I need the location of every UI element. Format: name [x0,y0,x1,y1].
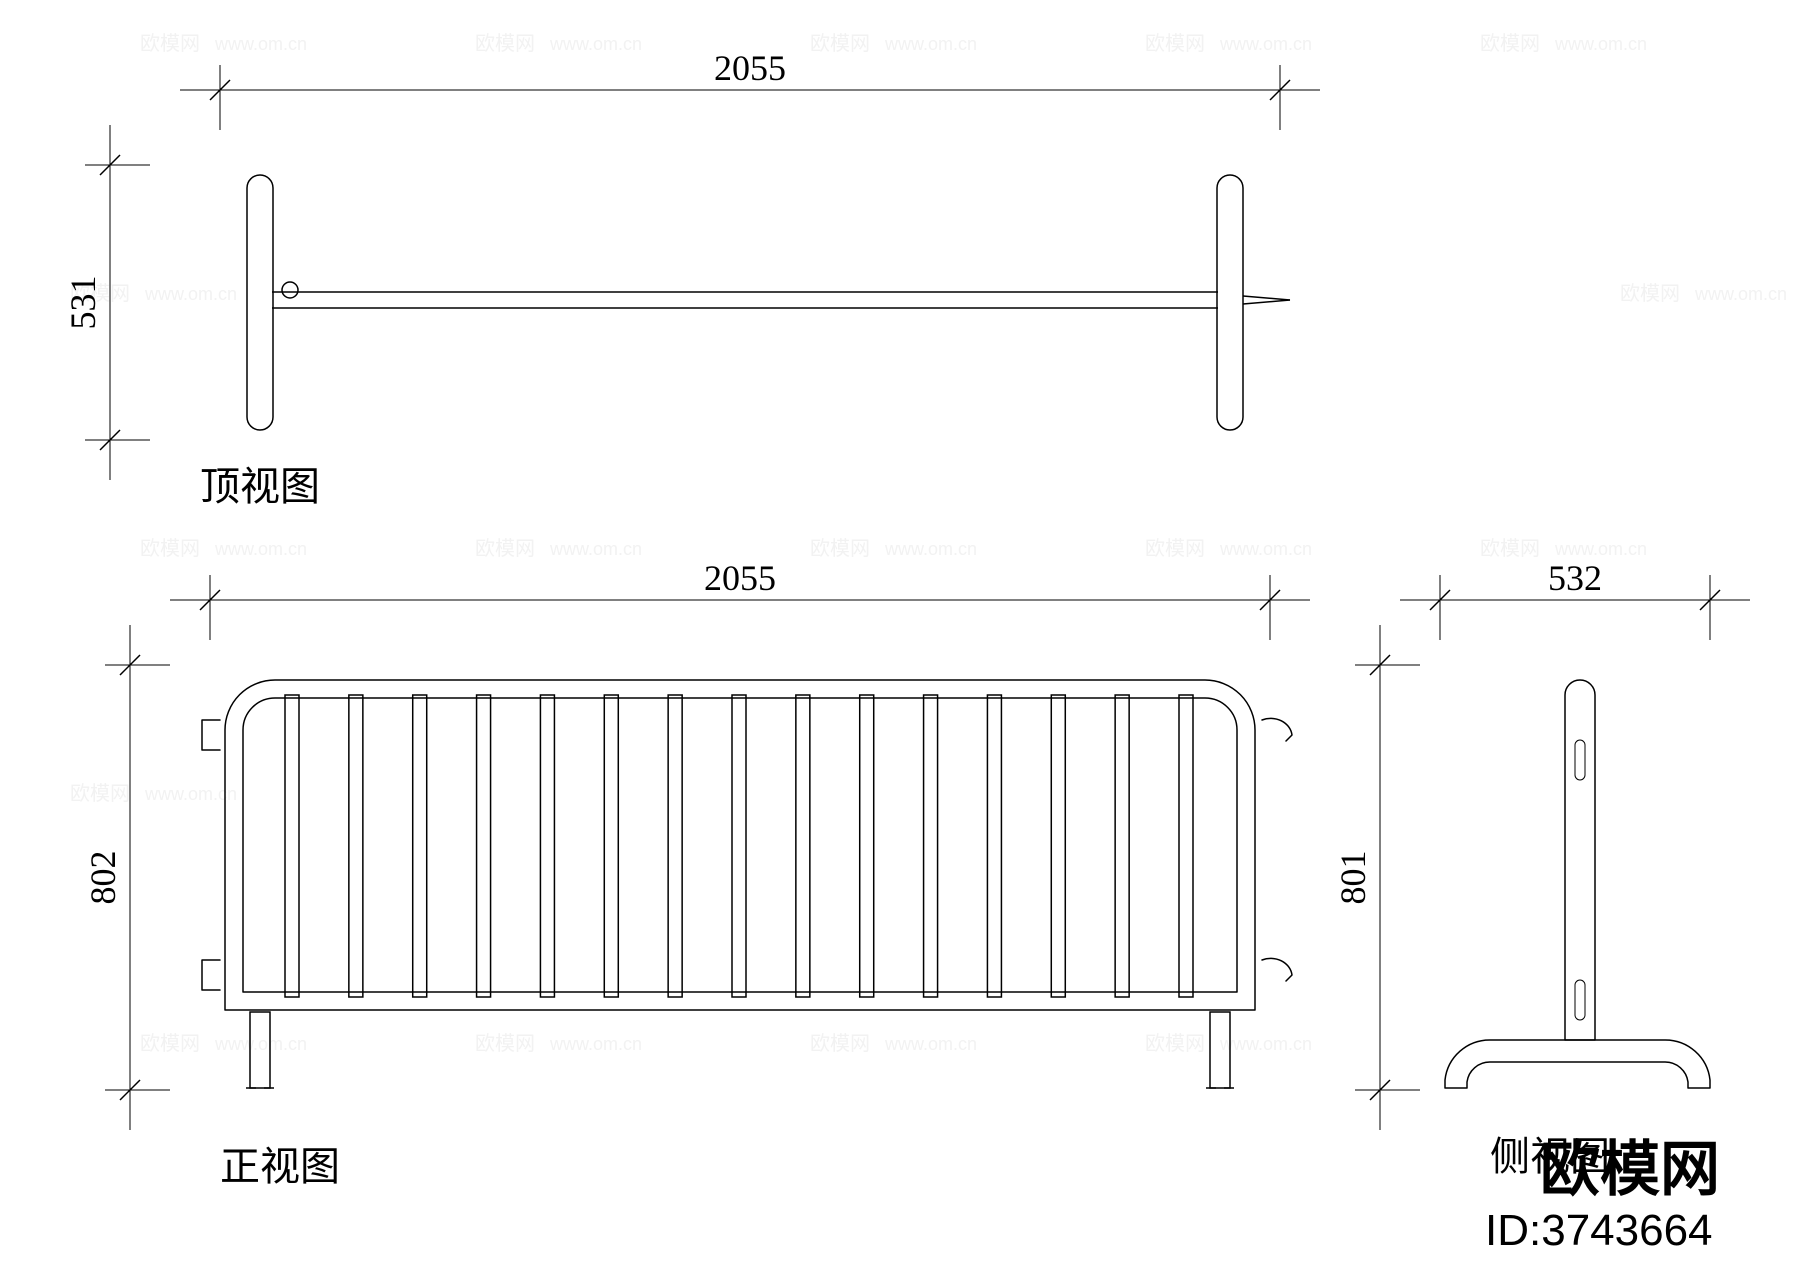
front-view [202,680,1292,1088]
svg-text:欧模网: 欧模网 [475,537,535,560]
svg-text:www.om.cn: www.om.cn [1219,1034,1312,1054]
svg-text:欧模网: 欧模网 [475,1032,535,1055]
svg-text:www.om.cn: www.om.cn [1219,539,1312,559]
dim-text: 801 [1333,851,1373,905]
watermarks: 欧模网 www.om.cn 欧模网 www.om.cn 欧模网 www.om.cn 欧模网 w… [70,32,1787,1055]
svg-text:www.om.cn: www.om.cn [549,1034,642,1054]
svg-text:www.om.cn: www.om.cn [1554,539,1647,559]
svg-text:欧模网: 欧模网 [810,32,870,55]
svg-text:www.om.cn: www.om.cn [214,34,307,54]
svg-text:www.om.cn: www.om.cn [144,784,237,804]
dim-text: 802 [83,851,123,905]
svg-text:欧模网: 欧模网 [140,537,200,560]
svg-text:www.om.cn: www.om.cn [1219,34,1312,54]
svg-text:欧模网: 欧模网 [475,32,535,55]
svg-text:欧模网: 欧模网 [1620,282,1680,305]
svg-text:www.om.cn: www.om.cn [884,539,977,559]
dim-text: 2055 [714,48,786,88]
svg-text:欧模网: 欧模网 [1480,537,1540,560]
dim-text: 531 [63,276,103,330]
view-label-front: 正视图 [220,1144,340,1189]
svg-text:欧模网: 欧模网 [810,1032,870,1055]
svg-text:欧模网: 欧模网 [140,32,200,55]
svg-text:欧模网: 欧模网 [1145,1032,1205,1055]
svg-text:www.om.cn: www.om.cn [549,34,642,54]
svg-text:欧模网: 欧模网 [810,537,870,560]
svg-text:www.om.cn: www.om.cn [549,539,642,559]
svg-text:www.om.cn: www.om.cn [884,1034,977,1054]
svg-text:欧模网: 欧模网 [1480,32,1540,55]
brand-logo: 欧模网 [1540,1136,1720,1203]
svg-text:欧模网: 欧模网 [70,782,130,805]
view-label-top: 顶视图 [200,464,320,509]
svg-text:欧模网: 欧模网 [1145,32,1205,55]
svg-text:欧模网: 欧模网 [140,1032,200,1055]
side-view [1445,680,1710,1088]
svg-text:www.om.cn: www.om.cn [144,284,237,304]
dim-text: 2055 [704,558,776,598]
svg-text:www.om.cn: www.om.cn [214,1034,307,1054]
brand-id: ID:3743664 [1485,1206,1713,1255]
top-view [247,175,1290,430]
svg-text:www.om.cn: www.om.cn [1554,34,1647,54]
dim-text: 532 [1548,558,1602,598]
svg-text:www.om.cn: www.om.cn [214,539,307,559]
svg-text:www.om.cn: www.om.cn [1694,284,1787,304]
svg-text:www.om.cn: www.om.cn [884,34,977,54]
svg-text:欧模网: 欧模网 [1145,537,1205,560]
